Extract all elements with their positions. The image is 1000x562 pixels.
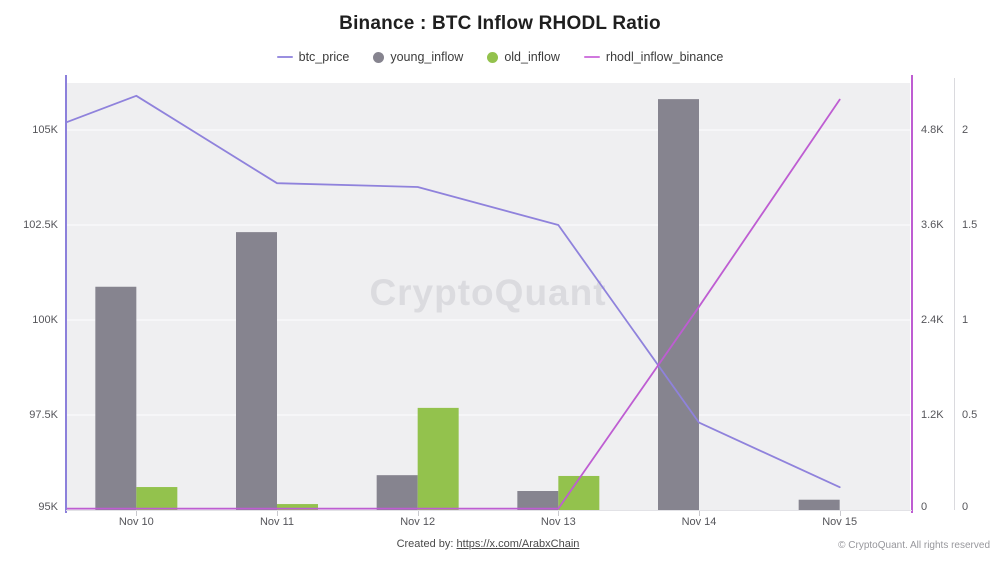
- legend-label: young_inflow: [390, 50, 464, 64]
- x-tick-mark: [699, 511, 700, 516]
- ratio-tick-label: 0: [962, 501, 969, 513]
- ratio-tick-label: 1.5: [962, 219, 978, 231]
- copyright-text: © CryptoQuant. All rights reserved: [838, 540, 990, 551]
- price-tick-label: 95K: [38, 501, 58, 513]
- created-by: Created by: https://x.com/ArabxChain: [66, 538, 910, 550]
- bar-young_inflow-nov-12: [376, 475, 418, 510]
- legend-item-btc_price[interactable]: btc_price: [276, 50, 350, 64]
- bar-old_inflow-nov-13: [558, 475, 600, 510]
- inflow-tick-label: 4.8K: [921, 124, 944, 136]
- legend: btc_price young_inflow old_inflow rhodl_inf…: [0, 48, 1000, 66]
- legend-item-young_inflow[interactable]: young_inflow: [373, 50, 463, 64]
- x-tick-label: Nov 14: [681, 516, 717, 528]
- legend-label: rhodl_inflow_binance: [605, 50, 724, 64]
- bar-young_inflow-nov-10: [95, 286, 137, 510]
- rhodl_inflow_binance-legend-marker-icon: [583, 55, 600, 59]
- price-tick-label: 102.5K: [23, 219, 58, 231]
- bar-young_inflow-nov-11: [236, 232, 277, 510]
- ratio-tick-label: 0.5: [962, 409, 978, 421]
- plot-area: [66, 83, 910, 510]
- x-tick-label: Nov 12: [400, 516, 436, 528]
- young_inflow-legend-marker-icon: [373, 51, 385, 63]
- ratio-axis-line: [954, 78, 955, 510]
- plot-svg: [66, 94, 910, 510]
- bar-young_inflow-nov-15: [798, 499, 840, 510]
- legend-label: btc_price: [298, 50, 350, 64]
- ratio-tick-label: 2: [962, 124, 969, 136]
- price-tick-label: 97.5K: [29, 409, 58, 421]
- bar-young_inflow-nov-14: [658, 99, 699, 510]
- x-tick-mark: [839, 511, 841, 516]
- price-tick-label: 105K: [32, 124, 58, 136]
- x-tick-mark: [558, 511, 560, 516]
- created-by-link[interactable]: https://x.com/ArabxChain: [456, 538, 580, 550]
- x-tick-label: Nov 10: [118, 516, 154, 528]
- x-tick-label: Nov 11: [259, 516, 295, 528]
- ratio-tick-label: 1: [962, 314, 969, 326]
- line-btc_price: [66, 94, 841, 489]
- x-tick-label: Nov 15: [822, 516, 858, 528]
- inflow-tick-label: 3.6K: [921, 219, 944, 231]
- x-tick-mark: [277, 511, 278, 516]
- line-rhodl_inflow_binance: [66, 98, 841, 510]
- created-by-label: Created by:: [396, 538, 454, 550]
- legend-item-rhodl_inflow_binance[interactable]: rhodl_inflow_binance: [583, 50, 724, 64]
- x-axis-line: [66, 510, 912, 511]
- cryptoquant-watermark: CryptoQuant: [369, 272, 607, 313]
- x-tick-mark: [136, 511, 138, 516]
- old_inflow-legend-marker-icon: [487, 51, 499, 63]
- x-tick-mark: [417, 511, 419, 516]
- bar-old_inflow-nov-11: [277, 504, 318, 510]
- x-tick-label: Nov 13: [540, 516, 576, 528]
- price-tick-label: 100K: [32, 314, 58, 326]
- btc_price-legend-marker-icon: [276, 55, 293, 59]
- price-axis-line: [65, 75, 67, 513]
- bar-old_inflow-nov-12: [417, 407, 459, 510]
- bar-old_inflow-nov-10: [136, 487, 178, 510]
- chart-title: Binance : BTC Inflow RHODL Ratio: [339, 13, 661, 34]
- legend-item-old_inflow[interactable]: old_inflow: [487, 50, 560, 64]
- inflow-tick-label: 1.2K: [921, 409, 944, 421]
- inflow-axis-line: [911, 75, 913, 513]
- inflow-tick-label: 0: [921, 501, 928, 513]
- inflow-tick-label: 2.4K: [921, 314, 944, 326]
- bar-young_inflow-nov-13: [517, 491, 559, 510]
- legend-label: old_inflow: [504, 50, 560, 64]
